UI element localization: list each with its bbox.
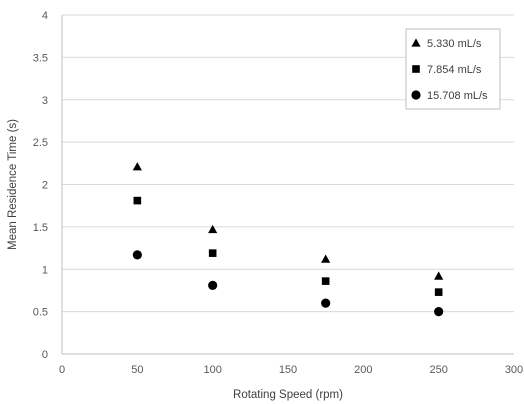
x-tick-label: 200 xyxy=(354,364,372,376)
y-tick-label: 3.5 xyxy=(33,52,48,64)
circle-point xyxy=(132,250,142,260)
y-tick-label: 2.5 xyxy=(33,137,48,149)
y-tick-label: 1.5 xyxy=(33,222,48,234)
y-tick-label: 4 xyxy=(42,10,48,22)
square-point xyxy=(434,288,443,296)
triangle-point xyxy=(321,254,331,263)
legend-circle-marker xyxy=(411,90,421,100)
y-tick-label: 3 xyxy=(42,95,48,107)
x-axis-title: Rotating Speed (rpm) xyxy=(233,389,343,401)
x-tick-label: 50 xyxy=(131,364,143,376)
circle-point xyxy=(434,307,444,317)
triangle-point xyxy=(434,271,444,280)
y-tick-label: 2 xyxy=(42,180,48,192)
square-point xyxy=(321,277,330,285)
triangle-point xyxy=(132,162,142,171)
legend-square-marker xyxy=(412,65,420,73)
square-point xyxy=(208,249,217,257)
x-tick-label: 300 xyxy=(505,364,523,376)
legend-label: 15.708 mL/s xyxy=(427,90,488,102)
y-tick-label: 0.5 xyxy=(33,307,48,319)
x-tick-label: 100 xyxy=(203,364,221,376)
x-tick-label: 0 xyxy=(59,364,65,376)
circle-point xyxy=(321,298,331,308)
legend-label: 7.854 mL/s xyxy=(427,64,482,76)
y-tick-label: 0 xyxy=(42,349,48,361)
legend: 5.330 mL/s 7.854 mL/s 15.708 mL/s xyxy=(405,28,501,110)
y-tick-label: 1 xyxy=(42,264,48,276)
tick-labels: 0 0.5 1 1.5 2 2.5 3 3.5 4 0 50 100 150 200 250 300 xyxy=(33,10,523,376)
gridlines xyxy=(62,14,514,313)
x-tick-label: 250 xyxy=(429,364,447,376)
circle-point xyxy=(208,280,218,290)
legend-triangle-marker xyxy=(411,38,421,47)
y-axis-title: Mean Residence Time (s) xyxy=(7,119,19,250)
data-points xyxy=(132,162,444,317)
axes xyxy=(61,15,514,355)
legend-box xyxy=(405,28,501,110)
legend-label: 5.330 mL/s xyxy=(427,38,482,50)
square-point xyxy=(133,196,142,205)
triangle-point xyxy=(208,224,218,234)
x-tick-label: 150 xyxy=(279,364,297,376)
legend-entries: 5.330 mL/s 7.854 mL/s 15.708 mL/s xyxy=(411,38,488,102)
